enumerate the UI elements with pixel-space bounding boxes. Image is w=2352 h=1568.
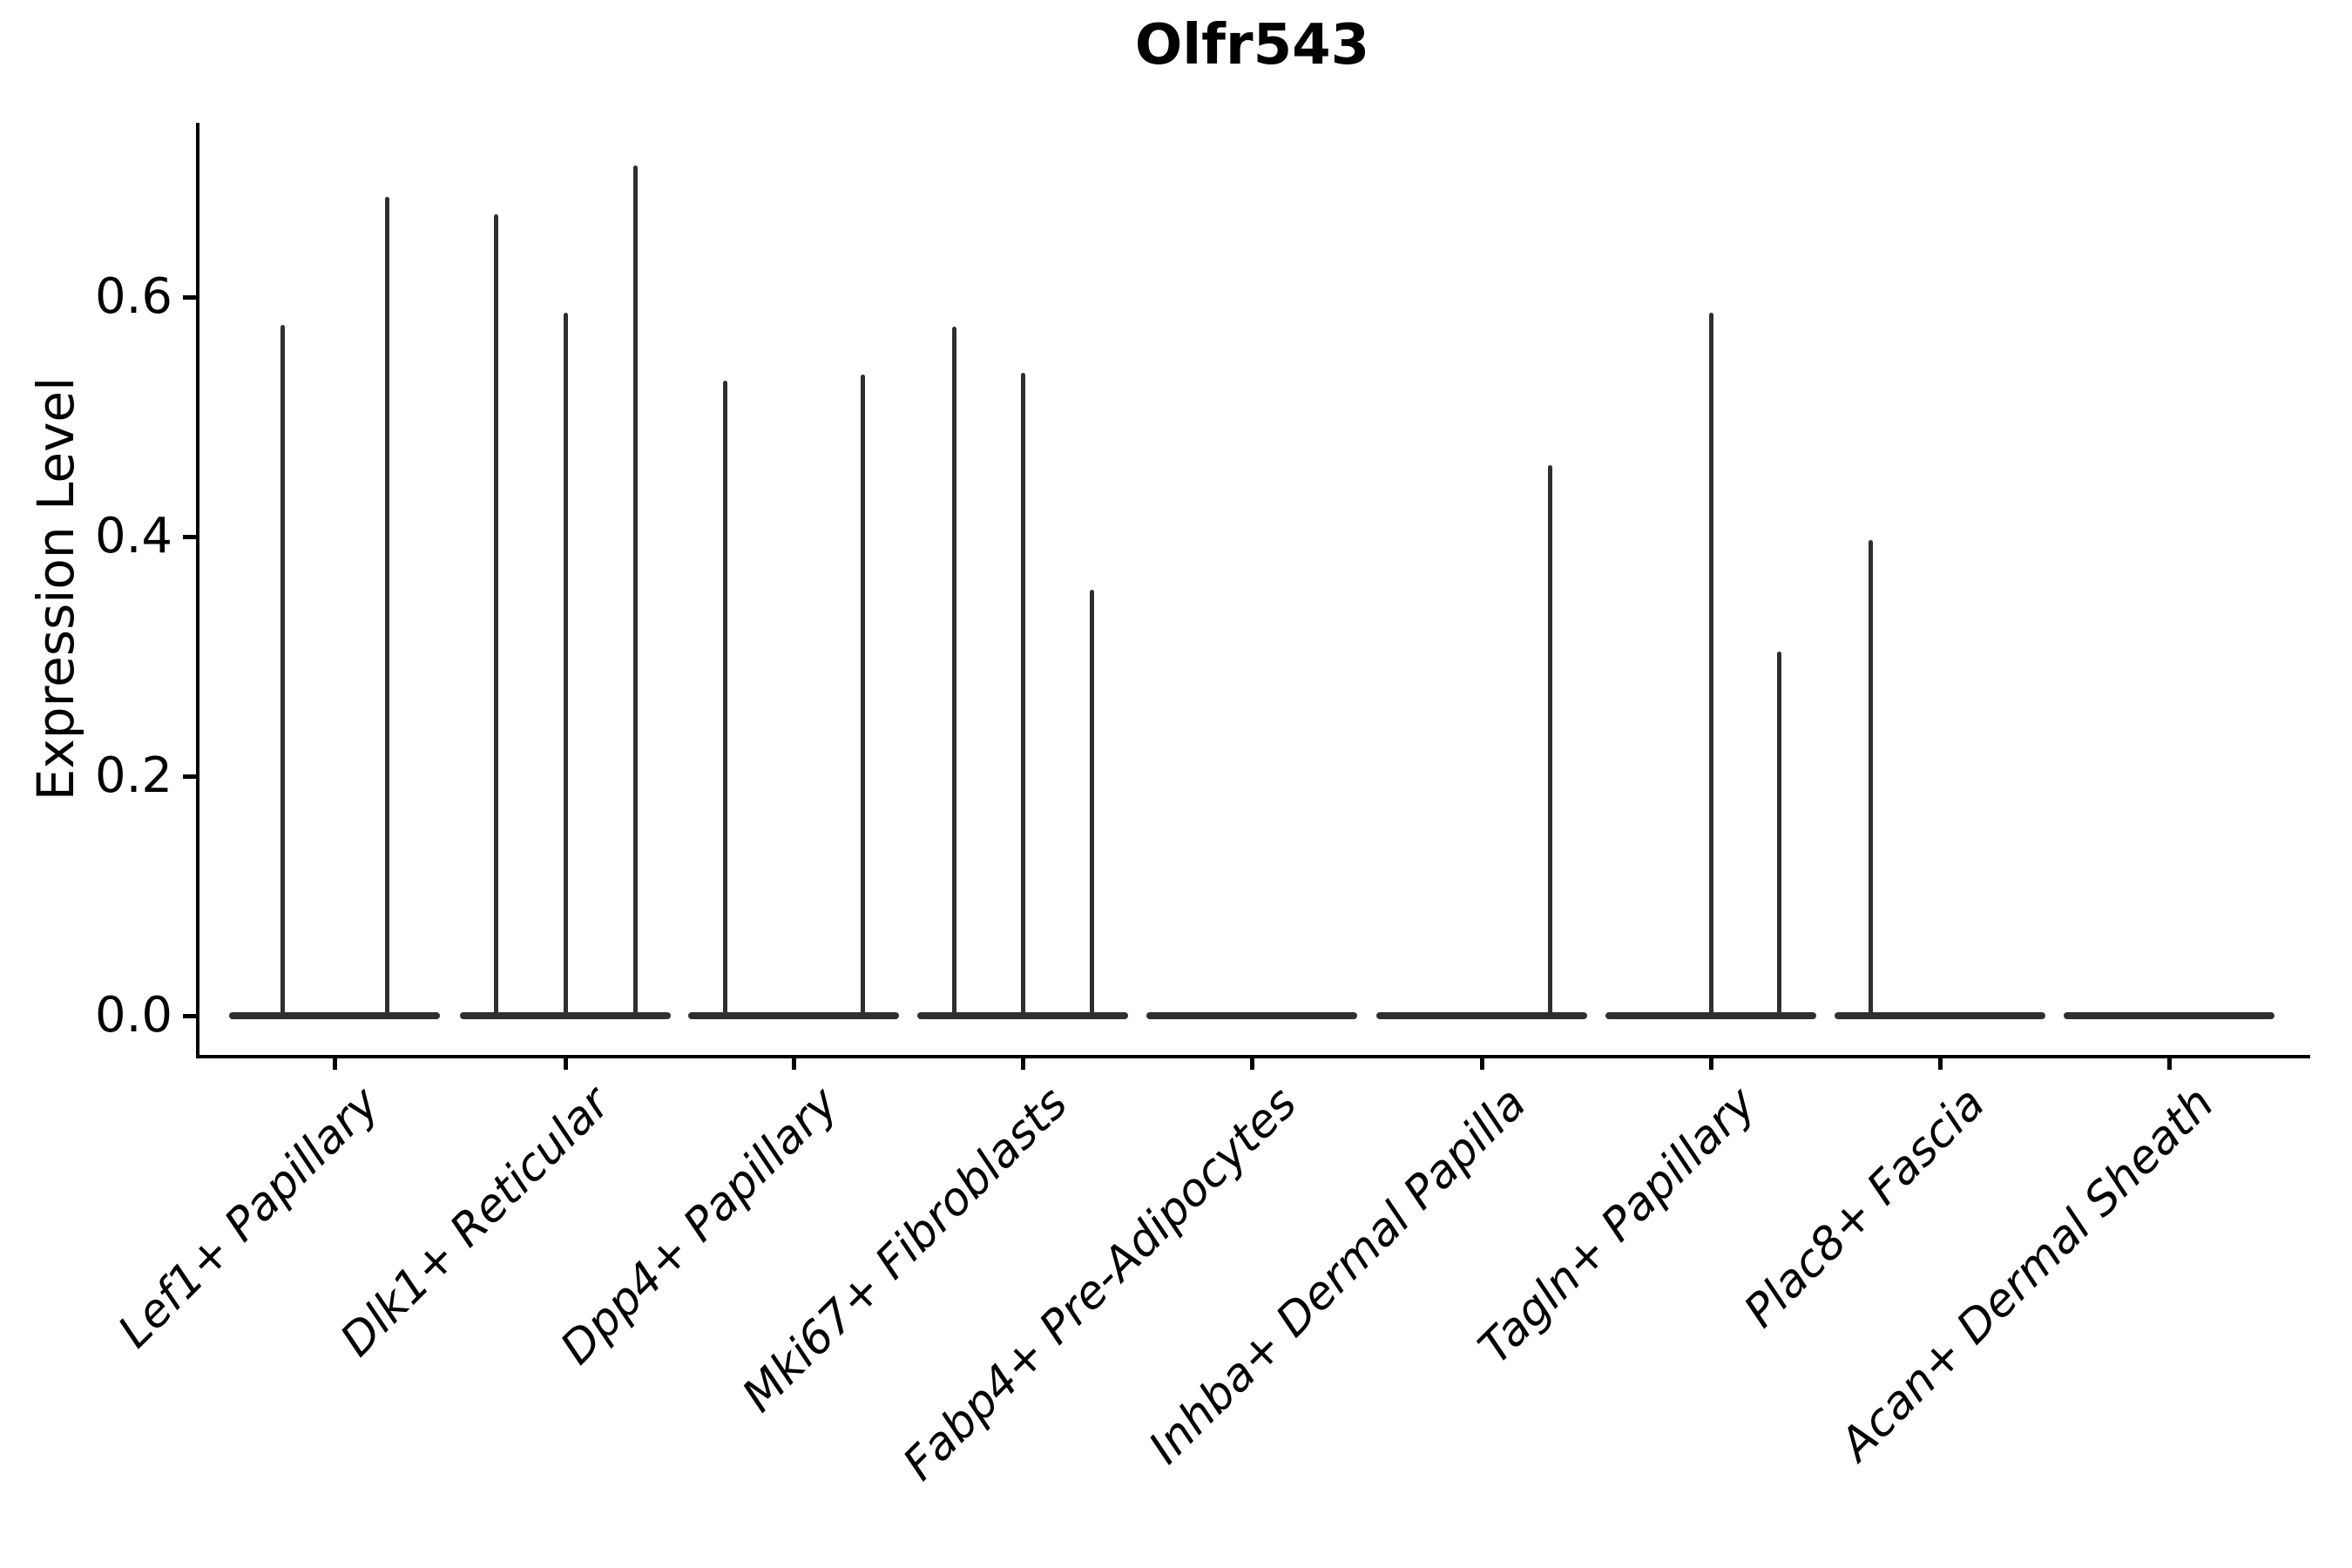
violin-spike bbox=[1868, 540, 1873, 1017]
violin-spike bbox=[1708, 312, 1713, 1017]
violin-body bbox=[1376, 1012, 1587, 1019]
plot-title: Olfr543 bbox=[1134, 13, 1370, 78]
violin-body bbox=[2064, 1012, 2274, 1019]
violin-spike bbox=[1089, 589, 1094, 1017]
violin-body bbox=[460, 1012, 671, 1019]
y-tick bbox=[183, 1013, 196, 1018]
violin-spike bbox=[493, 214, 498, 1017]
y-tick bbox=[183, 774, 196, 779]
violin-body bbox=[688, 1012, 899, 1019]
y-tick-label: 0.4 bbox=[94, 508, 172, 564]
x-tick-label: Plac8+ Fascia bbox=[1734, 1077, 1996, 1338]
x-tick-label: Fabp4+ Pre-Adipocytes bbox=[893, 1077, 1308, 1491]
violin-body bbox=[229, 1012, 440, 1019]
y-tick-label: 0.0 bbox=[94, 987, 172, 1044]
violin-body bbox=[1835, 1012, 2045, 1019]
violin-spike bbox=[1547, 464, 1552, 1017]
violin-spike bbox=[384, 196, 389, 1017]
x-tick bbox=[563, 1057, 568, 1070]
x-tick bbox=[1479, 1057, 1484, 1070]
violin-body bbox=[1605, 1012, 1816, 1019]
y-tick bbox=[183, 534, 196, 539]
x-tick bbox=[2166, 1057, 2172, 1070]
violin-body bbox=[917, 1012, 1128, 1019]
violin-spike bbox=[1020, 372, 1025, 1017]
violin-spike bbox=[951, 327, 956, 1017]
y-tick-label: 0.6 bbox=[94, 268, 172, 325]
x-tick-label: Acan+ Dermal Sheath bbox=[1830, 1077, 2225, 1471]
violin-spike bbox=[860, 375, 865, 1017]
y-axis-label: Expression Level bbox=[26, 376, 85, 801]
x-tick bbox=[1937, 1057, 1943, 1070]
violin-spike bbox=[722, 381, 727, 1017]
violin-body bbox=[1146, 1012, 1357, 1019]
x-tick-label: Inhba+ Dermal Papilla bbox=[1139, 1077, 1538, 1475]
y-tick-label: 0.2 bbox=[94, 747, 172, 804]
violin-spike bbox=[280, 324, 285, 1017]
x-tick bbox=[1708, 1057, 1713, 1070]
x-tick bbox=[1020, 1057, 1025, 1070]
y-axis-spine bbox=[196, 123, 199, 1058]
violin-spike bbox=[563, 312, 568, 1017]
x-tick bbox=[332, 1057, 337, 1070]
violin-spike bbox=[632, 165, 638, 1017]
x-tick bbox=[791, 1057, 796, 1070]
violin-spike bbox=[1776, 652, 1781, 1017]
y-tick bbox=[183, 294, 196, 300]
x-tick bbox=[1249, 1057, 1254, 1070]
